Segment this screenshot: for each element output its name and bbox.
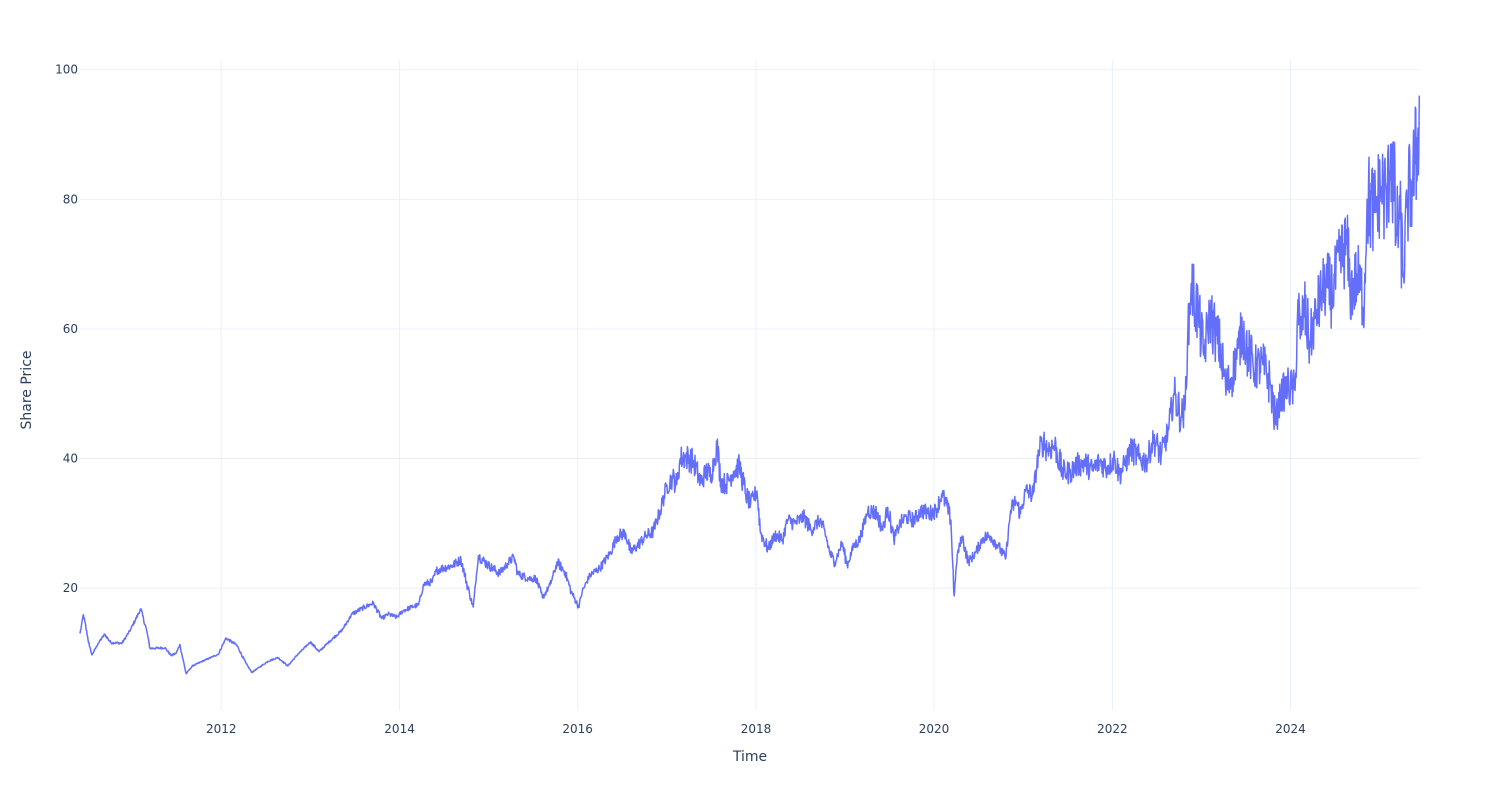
x-tick-label: 2022 bbox=[1097, 722, 1128, 736]
y-tick-label: 100 bbox=[55, 63, 78, 77]
series-layer bbox=[79, 95, 1421, 675]
x-tick-label: 2024 bbox=[1275, 722, 1306, 736]
tick-labels: 2012 2014 2016 2018 2020 2022 2024 20 40 60 80 100 bbox=[55, 63, 1306, 736]
y-tick-label: 40 bbox=[63, 452, 78, 466]
x-tick-label: 2018 bbox=[741, 722, 772, 736]
y-tick-label: 80 bbox=[63, 192, 78, 206]
x-tick-label: 2016 bbox=[562, 722, 593, 736]
share-price-series-line bbox=[79, 95, 1421, 675]
grid-lines bbox=[80, 60, 1420, 710]
y-axis-title: Share Price bbox=[19, 350, 35, 429]
x-tick-label: 2014 bbox=[384, 722, 415, 736]
x-tick-label: 2020 bbox=[919, 722, 950, 736]
y-tick-label: 20 bbox=[63, 581, 78, 595]
x-tick-label: 2012 bbox=[206, 722, 237, 736]
x-axis-title: Time bbox=[732, 749, 767, 765]
y-tick-label: 60 bbox=[63, 322, 78, 336]
